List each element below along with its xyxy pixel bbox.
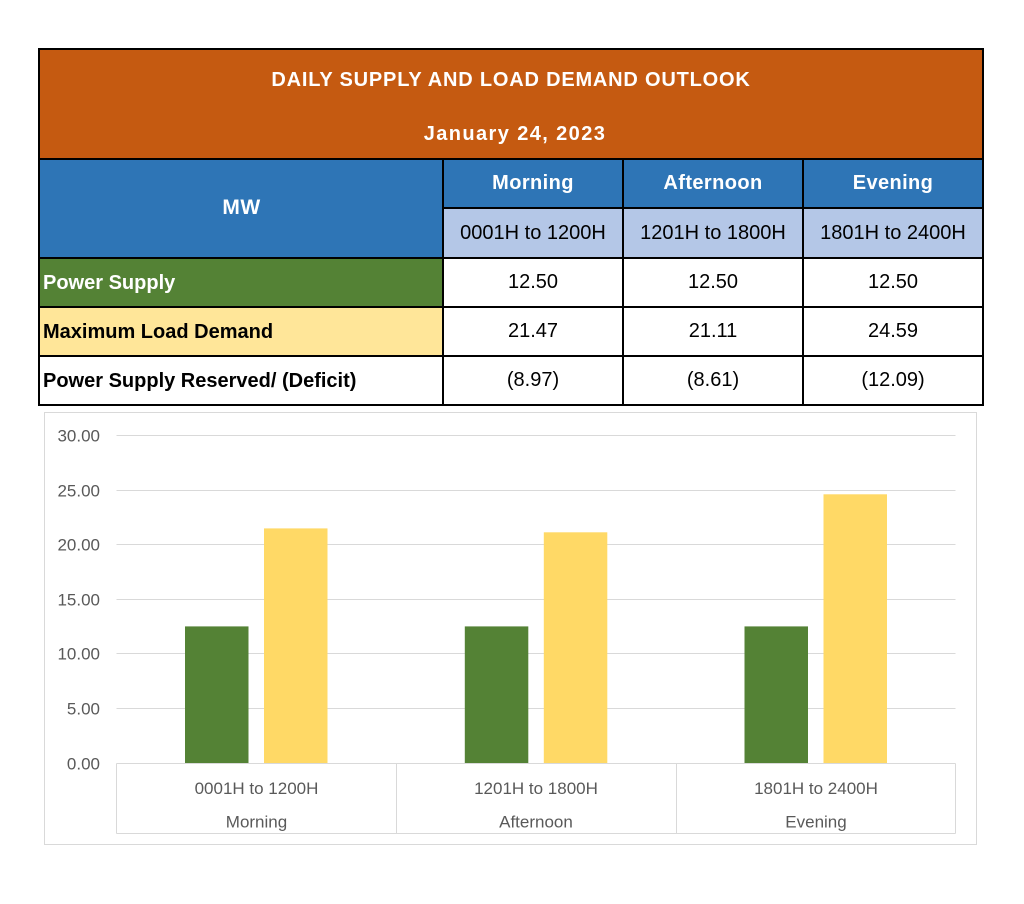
svg-text:20.00: 20.00 xyxy=(57,536,100,555)
svg-text:10.00: 10.00 xyxy=(57,645,100,664)
svg-text:1801H to 2400H: 1801H to 2400H xyxy=(754,779,878,798)
svg-text:0.00: 0.00 xyxy=(67,755,100,774)
svg-text:Morning: Morning xyxy=(226,813,287,832)
svg-text:25.00: 25.00 xyxy=(57,482,100,501)
svg-text:30.00: 30.00 xyxy=(57,427,100,446)
svg-text:0001H to 1200H: 0001H to 1200H xyxy=(195,779,319,798)
svg-text:Evening: Evening xyxy=(785,813,846,832)
svg-text:15.00: 15.00 xyxy=(57,591,100,610)
svg-text:Afternoon: Afternoon xyxy=(499,813,573,832)
svg-text:1201H to 1800H: 1201H to 1800H xyxy=(474,779,598,798)
svg-text:5.00: 5.00 xyxy=(67,700,100,719)
